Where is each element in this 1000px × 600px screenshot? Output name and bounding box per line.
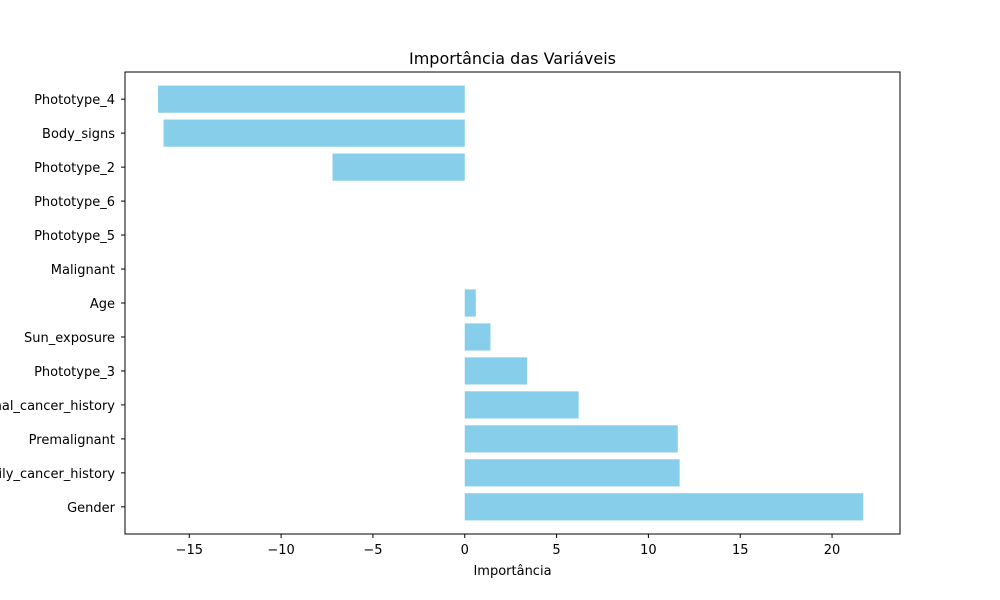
bar-phototype-4 xyxy=(158,85,465,113)
bar-phototype-3 xyxy=(464,357,528,385)
x-tick-label: −5 xyxy=(363,543,382,558)
x-tick-label: −15 xyxy=(176,543,203,558)
y-tick-label: Gender xyxy=(67,501,116,516)
x-tick-label: 20 xyxy=(824,543,841,558)
y-tick-label: Phototype_2 xyxy=(34,161,115,176)
x-tick-label: 5 xyxy=(552,543,560,558)
y-tick-label: Family_cancer_history xyxy=(0,467,115,482)
y-tick-label: Malignant xyxy=(51,263,115,278)
y-tick-label: Premalignant xyxy=(29,433,115,448)
bar-phototype-2 xyxy=(332,153,465,181)
bar-sun-exposure xyxy=(464,323,491,351)
y-tick-label: Phototype_6 xyxy=(34,195,115,210)
y-axis: Gender Family_cancer_history Premalignant P… xyxy=(0,93,125,516)
x-axis-label: Importância xyxy=(473,564,551,579)
chart-title: Importância das Variáveis xyxy=(409,49,616,68)
x-tick-label: 0 xyxy=(461,543,469,558)
y-tick-label: Phototype_5 xyxy=(34,229,115,244)
y-tick-label: Age xyxy=(90,297,115,312)
y-tick-label: Phototype_3 xyxy=(34,365,115,380)
x-tick-label: −10 xyxy=(267,543,294,558)
y-tick-label: Personal_cancer_history xyxy=(0,399,115,414)
bar-family-cancer-history xyxy=(464,459,680,487)
x-tick-label: 15 xyxy=(732,543,749,558)
bar-age xyxy=(464,289,476,317)
bar-body-signs xyxy=(163,119,465,147)
x-axis: −15 −10 −5 0 5 10 15 20 xyxy=(176,534,841,558)
bar-gender xyxy=(464,493,864,521)
bars-group xyxy=(158,85,864,521)
y-tick-label: Body_signs xyxy=(42,127,115,142)
bar-personal-cancer-history xyxy=(464,391,579,419)
y-tick-label: Phototype_4 xyxy=(34,93,115,108)
y-tick-label: Sun_exposure xyxy=(24,331,115,346)
x-tick-label: 10 xyxy=(640,543,657,558)
bar-premalignant xyxy=(464,425,678,453)
